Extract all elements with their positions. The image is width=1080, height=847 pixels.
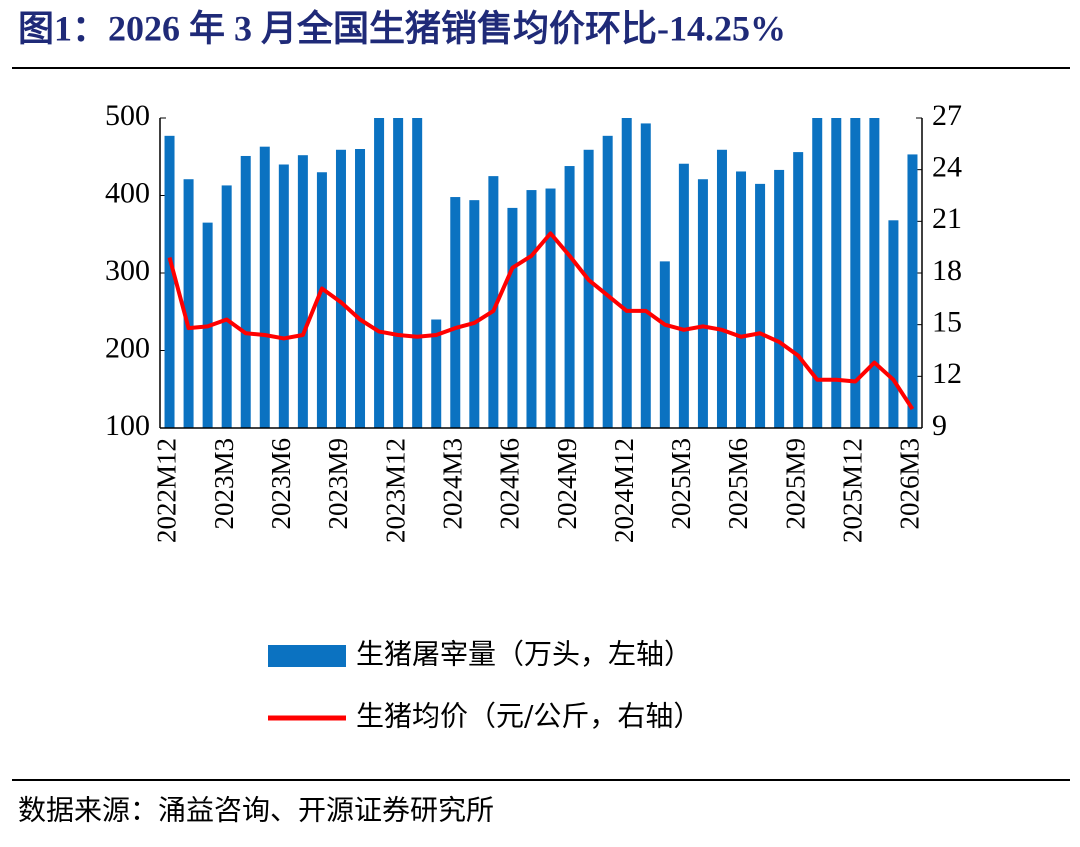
bar bbox=[526, 190, 537, 428]
x-tick-label: 2026M3 bbox=[895, 438, 925, 530]
x-tick-label: 2023M6 bbox=[266, 438, 296, 530]
y-tick-label: 400 bbox=[105, 176, 150, 209]
bar bbox=[812, 118, 823, 428]
chart-title: 图1：2026 年 3 月全国生猪销售均价环比-14.25% bbox=[18, 7, 786, 48]
bar bbox=[736, 171, 747, 428]
bar bbox=[259, 146, 270, 429]
y2-tick-label: 12 bbox=[932, 357, 962, 390]
bar bbox=[431, 319, 442, 428]
bar bbox=[678, 163, 689, 428]
bar bbox=[335, 149, 346, 428]
bar bbox=[697, 179, 708, 428]
x-tick-label: 2025M3 bbox=[666, 438, 696, 530]
line bbox=[167, 231, 915, 411]
y-tick-label: 200 bbox=[105, 331, 150, 364]
x-tick-label: 2022M12 bbox=[152, 438, 182, 543]
x-tick-label: 2024M3 bbox=[437, 438, 467, 530]
y-tick-label: 100 bbox=[105, 409, 150, 442]
bar bbox=[755, 183, 766, 428]
y2-tick-label: 27 bbox=[932, 99, 962, 132]
bar bbox=[774, 169, 785, 429]
bar bbox=[793, 152, 804, 428]
bar bbox=[488, 176, 499, 428]
bar bbox=[412, 118, 423, 428]
x-tick-label: 2025M12 bbox=[838, 438, 868, 543]
bar bbox=[450, 197, 461, 428]
x-tick-label: 2023M12 bbox=[380, 438, 410, 543]
bar bbox=[716, 149, 727, 428]
bar bbox=[831, 118, 842, 428]
legend-label: 生猪屠宰量（万头，左轴） bbox=[356, 638, 692, 671]
bar bbox=[545, 188, 556, 428]
bar bbox=[316, 172, 327, 428]
x-tick-label: 2023M9 bbox=[323, 438, 353, 530]
bar bbox=[850, 118, 861, 428]
bar bbox=[355, 149, 366, 428]
y2-tick-label: 24 bbox=[932, 151, 962, 184]
bar bbox=[278, 164, 289, 428]
x-tick-label: 2024M12 bbox=[609, 438, 639, 543]
x-tick-label: 2025M9 bbox=[780, 438, 810, 530]
bar bbox=[469, 200, 480, 428]
y2-tick-label: 18 bbox=[932, 254, 962, 287]
bar bbox=[507, 207, 518, 428]
bar bbox=[640, 123, 651, 429]
y-tick-label: 500 bbox=[105, 99, 150, 132]
bar bbox=[888, 220, 899, 428]
legend-swatch bbox=[268, 645, 346, 667]
bar bbox=[297, 155, 308, 428]
bar bbox=[869, 118, 880, 428]
bar bbox=[164, 135, 175, 428]
x-tick-label: 2025M6 bbox=[723, 438, 753, 530]
bar bbox=[183, 179, 194, 428]
bar bbox=[564, 166, 575, 429]
bar bbox=[602, 135, 613, 428]
bar bbox=[374, 118, 385, 428]
bar bbox=[659, 261, 670, 428]
bar bbox=[221, 185, 232, 428]
x-tick-label: 2024M6 bbox=[495, 438, 525, 530]
source: 数据来源：涌益咨询、开源证券研究所 bbox=[18, 794, 494, 827]
x-tick-label: 2023M3 bbox=[209, 438, 239, 530]
y2-tick-label: 15 bbox=[932, 306, 962, 339]
y2-tick-label: 9 bbox=[932, 409, 947, 442]
bar bbox=[240, 155, 251, 428]
y-tick-label: 300 bbox=[105, 254, 150, 287]
bar bbox=[907, 154, 918, 429]
bar bbox=[583, 149, 594, 428]
y2-tick-label: 21 bbox=[932, 202, 962, 235]
x-tick-label: 2024M9 bbox=[552, 438, 582, 530]
bar bbox=[393, 118, 404, 428]
legend-label: 生猪均价（元/公斤，右轴） bbox=[356, 700, 701, 733]
bar bbox=[621, 118, 632, 428]
